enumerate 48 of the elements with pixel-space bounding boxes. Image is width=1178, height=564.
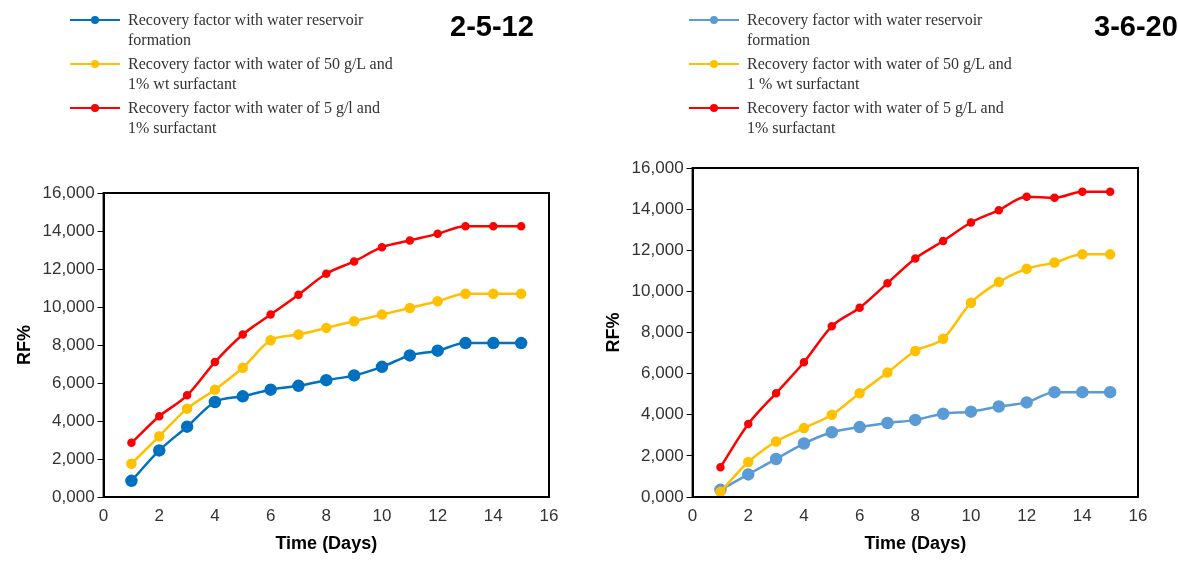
x-axis-title: Time (Days)	[275, 533, 378, 554]
x-tick-label: 16	[1128, 505, 1148, 525]
x-tick-label: 4	[210, 505, 220, 525]
y-tick-label: 4,000	[52, 410, 95, 430]
legend-label: Recovery factor with water of 5 g/L and 1% surfactant	[747, 99, 1004, 136]
x-tick-label: 2	[154, 505, 165, 525]
y-tick-label: 14,000	[631, 198, 684, 218]
y-tick-label: 6,000	[641, 363, 684, 383]
legend-label: Recovery factor with water of 50 g/L and 1% wt surfactant	[128, 55, 393, 92]
x-tick-label: 4	[799, 505, 809, 525]
x-tick-label: 12	[1017, 505, 1037, 525]
x-tick-label: 8	[321, 505, 332, 525]
x-tick-label: 0	[98, 505, 109, 525]
x-tick-label: 6	[854, 505, 865, 525]
y-tick-label: 8,000	[641, 322, 684, 342]
x-tick-label: 12	[428, 505, 448, 525]
y-tick-label: 2,000	[641, 445, 684, 465]
legend-label: Recovery factor with water reservoir formation	[747, 11, 983, 48]
y-tick-label: 12,000	[42, 258, 95, 278]
x-tick-label: 16	[539, 505, 559, 525]
x-tick-label: 10	[372, 505, 392, 525]
x-tick-label: 2	[743, 505, 754, 525]
x-tick-label: 6	[265, 505, 276, 525]
y-tick-label: 10,000	[631, 281, 684, 301]
y-tick-label: 14,000	[42, 220, 95, 240]
x-tick-label: 0	[687, 505, 698, 525]
y-tick-label: 2,000	[52, 448, 95, 468]
y-tick-label: 10,000	[42, 296, 95, 316]
x-tick-label: 14	[483, 505, 503, 525]
x-tick-label: 8	[910, 505, 921, 525]
y-axis-title: RF%	[13, 325, 34, 365]
legend-label: Recovery factor with water of 50 g/L and 1 % wt surfactant	[747, 55, 1012, 92]
chart-title: 3-6-20	[1094, 10, 1178, 43]
y-axis-title: RF%	[602, 312, 623, 353]
y-tick-label: 0,000	[641, 486, 684, 506]
x-tick-label: 14	[1072, 505, 1092, 525]
legend-label: Recovery factor with water reservoir formation	[128, 11, 364, 48]
y-tick-label: 4,000	[641, 404, 684, 424]
y-tick-label: 8,000	[52, 334, 95, 354]
legend-label: Recovery factor with water of 5 g/l and 1% surfactant	[128, 99, 380, 136]
x-axis-title: Time (Days)	[864, 533, 967, 554]
y-tick-label: 12,000	[631, 239, 684, 259]
y-tick-label: 16,000	[631, 157, 684, 177]
chart-title: 2-5-12	[450, 10, 534, 43]
y-tick-label: 6,000	[52, 372, 95, 392]
y-tick-label: 0,000	[52, 486, 95, 506]
x-tick-label: 10	[961, 505, 981, 525]
y-tick-label: 16,000	[42, 182, 95, 202]
